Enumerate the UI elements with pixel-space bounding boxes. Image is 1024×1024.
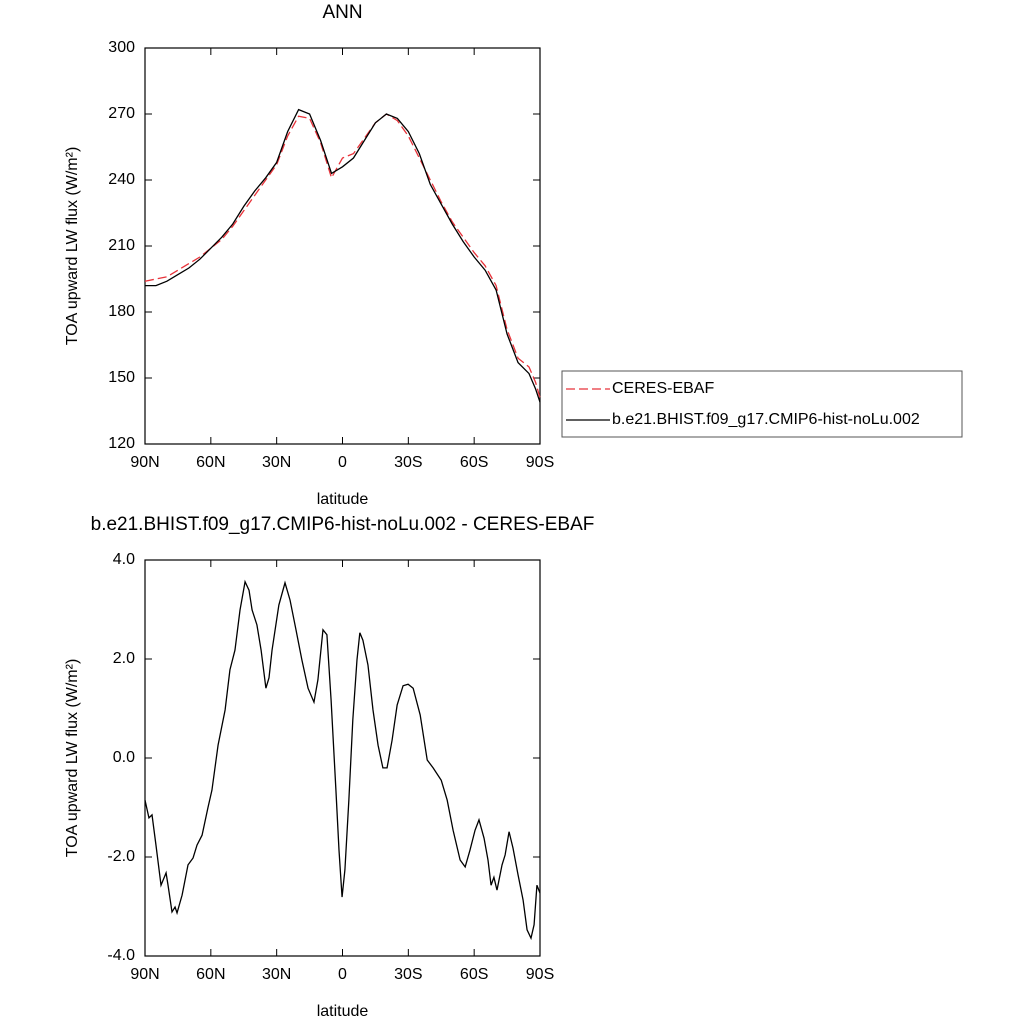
y-axis-label: TOA upward LW flux (W/m²)	[64, 147, 81, 346]
legend-label: CERES-EBAF	[612, 380, 714, 397]
x-tick-label: 60N	[196, 454, 225, 471]
y-tick-label: -2.0	[107, 848, 135, 865]
data-line	[144, 113, 541, 398]
x-tick-label: 30S	[394, 966, 422, 983]
y-axis-label: TOA upward LW flux (W/m²)	[64, 659, 81, 858]
x-tick-label: 30S	[394, 454, 422, 471]
x-tick-label: 0	[338, 454, 347, 471]
x-axis-label: latitude	[317, 1003, 369, 1020]
x-tick-label: 60S	[460, 454, 488, 471]
legend-box	[561, 370, 963, 438]
y-tick-label: 120	[108, 435, 135, 452]
y-tick-label: 150	[108, 369, 135, 386]
x-tick-label: 60S	[460, 966, 488, 983]
chart-title: b.e21.BHIST.f09_g17.CMIP6-hist-noLu.002 …	[91, 514, 595, 535]
x-tick-label: 30N	[262, 454, 291, 471]
y-tick-label: 240	[108, 171, 135, 188]
data-line	[144, 579, 541, 941]
x-tick-label: 90N	[130, 966, 159, 983]
x-tick-label: 0	[338, 966, 347, 983]
y-tick-label: 0.0	[113, 749, 135, 766]
y-tick-label: 270	[108, 105, 135, 122]
x-tick-label: 90N	[130, 454, 159, 471]
x-axis-label: latitude	[317, 491, 369, 508]
y-tick-label: 300	[108, 39, 135, 56]
plot-frame	[144, 47, 541, 445]
chart-title: ANN	[322, 2, 362, 23]
legend: CERES-EBAF b.e21.BHIST.f09_g17.CMIP6-hist…	[561, 370, 963, 438]
legend-label: b.e21.BHIST.f09_g17.CMIP6-hist-noLu.002	[612, 411, 920, 428]
x-tick-label: 60N	[196, 966, 225, 983]
y-tick-label: 180	[108, 303, 135, 320]
y-tick-label: 210	[108, 237, 135, 254]
plot-frame	[144, 559, 541, 957]
data-line	[145, 108, 541, 403]
y-tick-label: 4.0	[113, 551, 135, 568]
y-tick-label: -4.0	[107, 947, 135, 964]
x-tick-label: 90S	[526, 454, 554, 471]
x-tick-label: 30N	[262, 966, 291, 983]
y-tick-label: 2.0	[113, 650, 135, 667]
x-tick-label: 90S	[526, 966, 554, 983]
